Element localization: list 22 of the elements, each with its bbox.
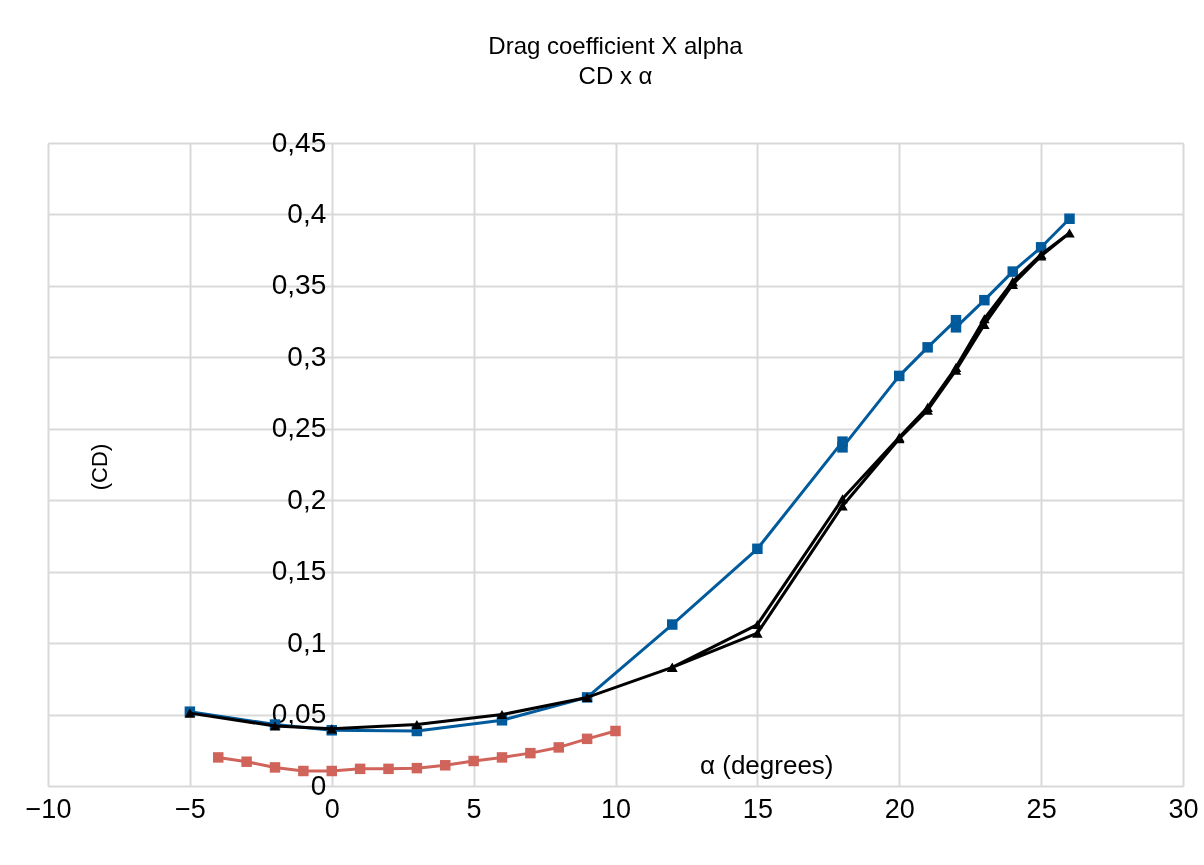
- chart-title: Drag coefficient X alpha: [488, 32, 744, 59]
- y-tick-label: 0,05: [271, 698, 327, 730]
- x-tick-label: 20: [884, 793, 915, 824]
- x-tick-label: 15: [742, 793, 773, 824]
- y-tick-label: 0,25: [271, 412, 327, 444]
- x-axis-title: α (degrees): [700, 750, 834, 780]
- chart-subtitle: CD x α: [578, 62, 653, 89]
- y-tick-label: 0,15: [271, 555, 327, 587]
- y-tick-label: 0,3: [287, 340, 327, 372]
- x-tick-label: 10: [600, 793, 632, 824]
- x-tick-label: 25: [1026, 793, 1057, 824]
- y-tick-label: 0,1: [287, 626, 327, 658]
- y-tick-label: 0: [310, 769, 327, 801]
- y-tick-label: 0,35: [271, 269, 327, 301]
- x-tick-label: 5: [466, 793, 482, 824]
- x-tick-label: 30: [1168, 793, 1199, 824]
- y-tick-label: 0,2: [287, 483, 327, 515]
- y-tick-label: 0,45: [271, 126, 327, 158]
- x-tick-label: −10: [25, 793, 72, 824]
- x-tick-label: −5: [174, 793, 206, 824]
- y-tick-label: 0,4: [287, 197, 327, 229]
- y-axis-title: (CD): [87, 443, 112, 491]
